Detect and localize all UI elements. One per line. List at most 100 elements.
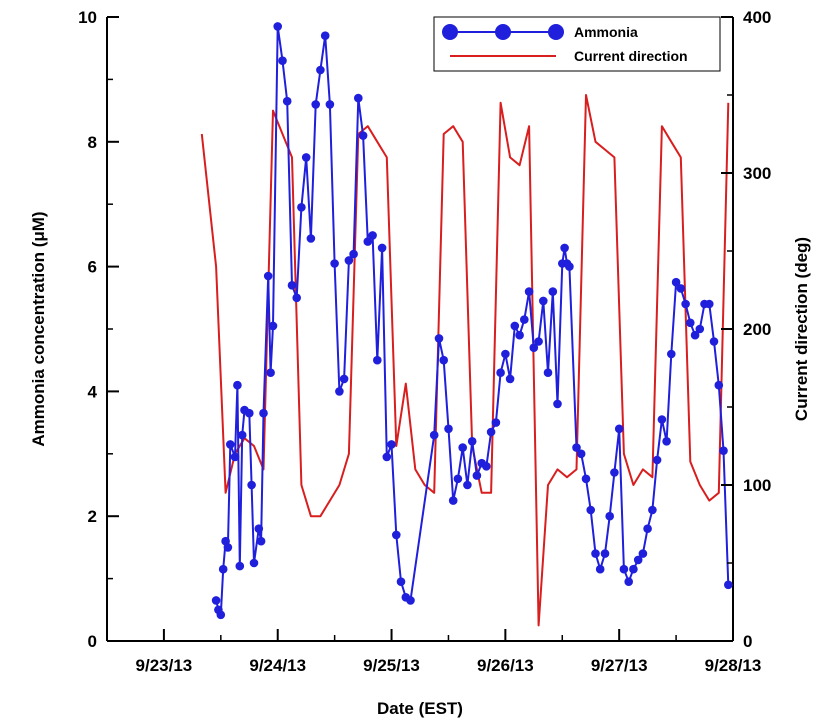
- ammonia-point: [373, 355, 382, 365]
- ammonia-point: [254, 524, 264, 533]
- ammonia-point: [667, 349, 676, 359]
- ammonia-point: [724, 580, 733, 590]
- ammonia-point: [273, 22, 283, 31]
- ammonia-point: [652, 455, 662, 465]
- ammonia-point: [705, 299, 714, 309]
- x-tick-label: 9/28/13: [705, 656, 762, 675]
- legend-ammonia-swatch-marker: [495, 24, 511, 40]
- x-axis-title: Date (EST): [377, 699, 463, 718]
- ammonia-point: [581, 474, 591, 484]
- left-y-axis-title: Ammonia concentration (μM): [29, 211, 48, 446]
- ammonia-point: [648, 505, 657, 515]
- legend-box: [433, 16, 721, 72]
- x-tick-label: 9/23/13: [136, 656, 193, 675]
- ammonia-point: [249, 558, 259, 568]
- ammonia-point: [320, 31, 330, 40]
- ammonia-point: [223, 543, 233, 552]
- ammonia-point: [510, 321, 520, 331]
- left-y-tick-label: 8: [88, 133, 97, 152]
- ammonia-point: [354, 93, 363, 103]
- ammonia-point: [619, 564, 629, 574]
- ammonia-point: [548, 287, 558, 296]
- ammonia-point: [690, 330, 700, 340]
- ammonia-point: [709, 337, 719, 346]
- ammonia-point: [560, 243, 569, 253]
- left-y-tick-label: 6: [88, 258, 97, 277]
- ammonia-point: [553, 399, 562, 409]
- ammonia-point: [439, 355, 449, 365]
- ammonia-point: [572, 443, 581, 452]
- ammonia-point: [534, 337, 543, 346]
- ammonia-point: [311, 100, 321, 109]
- ammonia-point: [695, 324, 705, 334]
- legend-current-direction-label: Current direction: [574, 48, 688, 64]
- x-tick-label: 9/25/13: [363, 656, 420, 675]
- ammonia-point: [218, 564, 228, 574]
- ammonia-point: [444, 424, 453, 434]
- ammonia-point: [368, 231, 377, 240]
- ammonia-point: [349, 249, 358, 259]
- ammonia-point: [259, 408, 268, 418]
- left-y-tick-label: 10: [78, 8, 97, 27]
- legend-ammonia-swatch-marker: [548, 24, 564, 40]
- legend-ammonia-swatch: [442, 24, 564, 40]
- right-y-tick-label: 400: [743, 8, 771, 27]
- ammonia-point: [614, 424, 624, 434]
- ammonia-point: [610, 468, 619, 477]
- ammonia-point: [515, 330, 524, 340]
- ammonia-point: [377, 243, 387, 253]
- ammonia-point: [676, 284, 686, 293]
- plot-area: [106, 16, 734, 642]
- ammonia-point: [387, 440, 396, 449]
- ammonia-point: [467, 437, 477, 446]
- ammonia-point: [539, 296, 548, 306]
- ammonia-point: [482, 462, 491, 471]
- ammonia-point: [344, 256, 354, 265]
- ammonia-point: [245, 408, 254, 418]
- ammonia-point: [235, 561, 245, 571]
- legend-ammonia-label: Ammonia: [574, 24, 638, 40]
- right-y-tick-label: 0: [743, 632, 752, 651]
- ammonia-line: [215, 25, 730, 616]
- ammonia-point: [268, 321, 278, 331]
- ammonia-point: [429, 430, 439, 440]
- ammonia-point: [287, 281, 297, 290]
- ammonia-point: [282, 96, 292, 106]
- ammonia-point: [448, 496, 458, 505]
- ammonia-point: [396, 577, 406, 586]
- ammonia-point: [335, 387, 344, 396]
- ammonia-point: [453, 474, 463, 484]
- ammonia-point: [600, 549, 610, 558]
- ammonia-point: [486, 427, 496, 437]
- ammonia-point: [595, 564, 605, 574]
- ammonia-point: [292, 293, 302, 303]
- ammonia-point: [263, 271, 273, 281]
- legend-ammonia-swatch-marker: [442, 24, 458, 40]
- ammonia-point: [278, 56, 287, 65]
- ammonia-point: [491, 418, 501, 427]
- ammonia-series: [211, 22, 733, 620]
- ammonia-point: [686, 318, 695, 328]
- ammonia-point: [306, 234, 316, 243]
- ammonia-point: [505, 374, 515, 384]
- ammonia-point: [662, 437, 671, 446]
- ammonia-point: [501, 349, 510, 359]
- ammonia-point: [226, 440, 235, 449]
- ammonia-point: [543, 368, 553, 378]
- ammonia-point: [301, 153, 311, 162]
- ammonia-point: [719, 446, 728, 456]
- right-y-tick-label: 100: [743, 476, 771, 495]
- left-y-tick-label: 4: [88, 382, 98, 401]
- ammonia-point: [681, 299, 690, 309]
- ammonia-point: [529, 343, 539, 353]
- ammonia-point: [624, 577, 633, 586]
- ammonia-point: [358, 131, 368, 140]
- ammonia-point: [316, 65, 325, 75]
- ammonia-point: [633, 555, 643, 565]
- ammonia-point: [406, 596, 415, 605]
- x-tick-label: 9/26/13: [477, 656, 534, 675]
- ammonia-point: [339, 374, 349, 384]
- ammonia-point: [216, 610, 226, 620]
- axis-ticks: [107, 16, 734, 642]
